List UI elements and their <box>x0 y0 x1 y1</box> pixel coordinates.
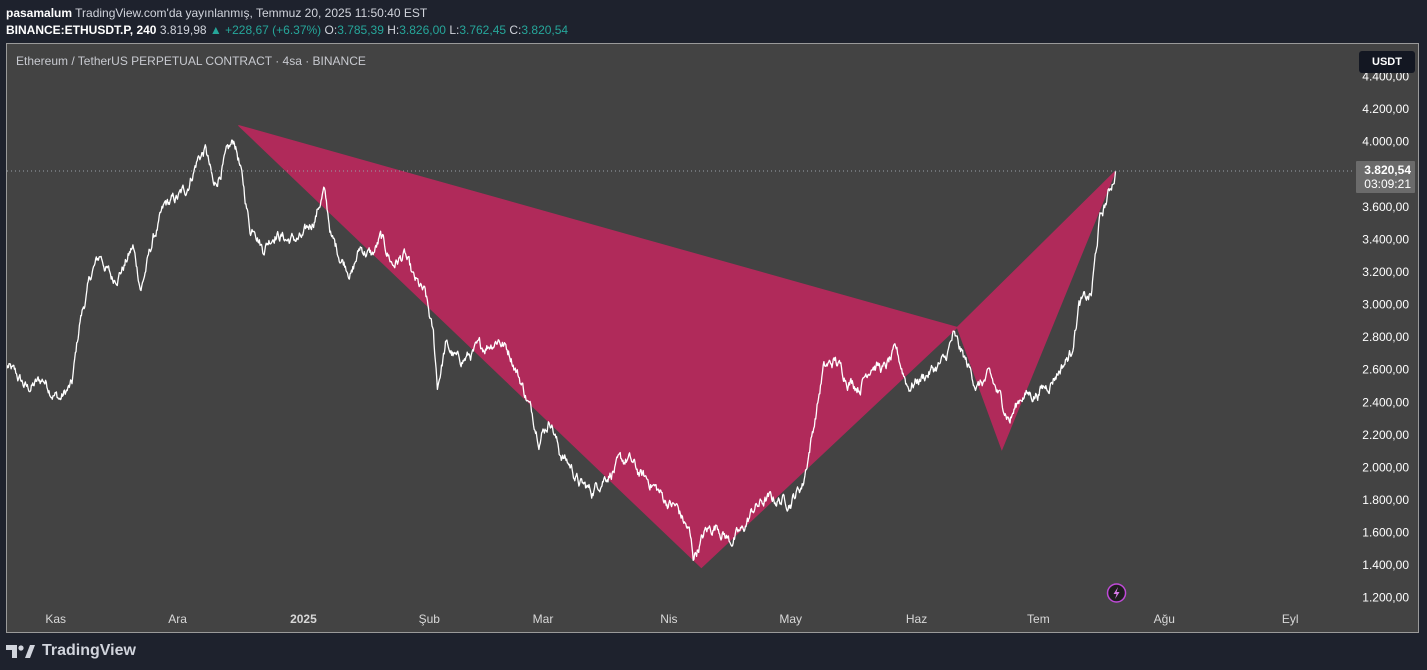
y-tick-label: 2.600,00 <box>1362 363 1409 377</box>
x-tick-label: May <box>779 612 802 626</box>
last-price: 3.819,98 <box>159 23 207 37</box>
low-value: 3.762,45 <box>459 23 507 37</box>
x-tick-label: Nis <box>660 612 677 626</box>
high-value: 3.826,00 <box>399 23 446 37</box>
y-tick-label: 2.200,00 <box>1362 428 1409 442</box>
open-value: 3.785,39 <box>337 23 384 37</box>
x-tick-label: Eyl <box>1282 612 1299 626</box>
pattern-triangle-xab <box>238 124 959 569</box>
y-tick-label: 3.600,00 <box>1362 200 1409 214</box>
y-tick-label: 4.000,00 <box>1362 135 1409 149</box>
pattern-triangle-bcd <box>956 170 1117 451</box>
tradingview-logo-icon <box>6 645 35 658</box>
price-label: 3.820,54 <box>1364 163 1411 177</box>
ohlc-row: BINANCE:ETHUSDT.P, 240 3.819,98 ▲ +228,6… <box>6 22 568 38</box>
footer-brand[interactable]: TradingView <box>6 640 136 662</box>
y-tick-label: 1.800,00 <box>1362 493 1409 507</box>
y-tick-label: 4.400,00 <box>1362 70 1409 84</box>
y-tick-label: 1.400,00 <box>1362 558 1409 572</box>
x-tick-label: Kas <box>45 612 66 626</box>
symbol-label: BINANCE:ETHUSDT.P, 240 <box>6 23 157 37</box>
y-tick-label: 1.600,00 <box>1362 526 1409 540</box>
x-tick-label: Ara <box>168 612 187 626</box>
publish-info: TradingView.com'da yayınlanmış, Temmuz 2… <box>75 6 428 20</box>
chart-frame[interactable]: 4.400,004.200,004.000,003.800,003.600,00… <box>6 43 1419 633</box>
price-change: ▲ +228,67 (+6.37%) <box>209 23 322 37</box>
author-name[interactable]: pasamalum <box>6 6 73 20</box>
price-series-line <box>7 139 1117 561</box>
y-tick-label: 4.200,00 <box>1362 102 1409 116</box>
high-label: H: <box>387 23 400 37</box>
x-tick-label: Haz <box>906 612 927 626</box>
y-tick-label: 3.200,00 <box>1362 265 1409 279</box>
countdown-label: 03:09:21 <box>1364 177 1411 191</box>
x-tick-label: Ağu <box>1154 612 1175 626</box>
y-tick-label: 2.000,00 <box>1362 460 1409 474</box>
lightning-glyph <box>1113 587 1120 599</box>
chart-legend: Ethereum / TetherUS PERPETUAL CONTRACT ·… <box>16 54 366 68</box>
y-tick-label: 2.400,00 <box>1362 395 1409 409</box>
close-value: 3.820,54 <box>521 23 569 37</box>
x-tick-label: Tem <box>1027 612 1050 626</box>
y-tick-label: 3.000,00 <box>1362 298 1409 312</box>
price-label-box <box>1356 160 1415 193</box>
x-tick-label: Mar <box>533 612 554 626</box>
open-label: O: <box>324 23 338 37</box>
low-label: L: <box>449 23 460 37</box>
publish-header: pasamalum TradingView.com'da yayınlanmış… <box>6 5 427 21</box>
x-tick-label: Şub <box>419 612 441 626</box>
y-tick-label: 3.400,00 <box>1362 232 1409 246</box>
x-tick-label: 2025 <box>290 612 317 626</box>
y-tick-label: 2.800,00 <box>1362 330 1409 344</box>
y-tick-label: 1.200,00 <box>1362 591 1409 605</box>
price-chart[interactable]: 4.400,004.200,004.000,003.800,003.600,00… <box>7 44 1418 632</box>
brand-name: TradingView <box>42 642 136 659</box>
close-label: C: <box>509 23 522 37</box>
currency-button[interactable]: USDT <box>1359 51 1415 73</box>
